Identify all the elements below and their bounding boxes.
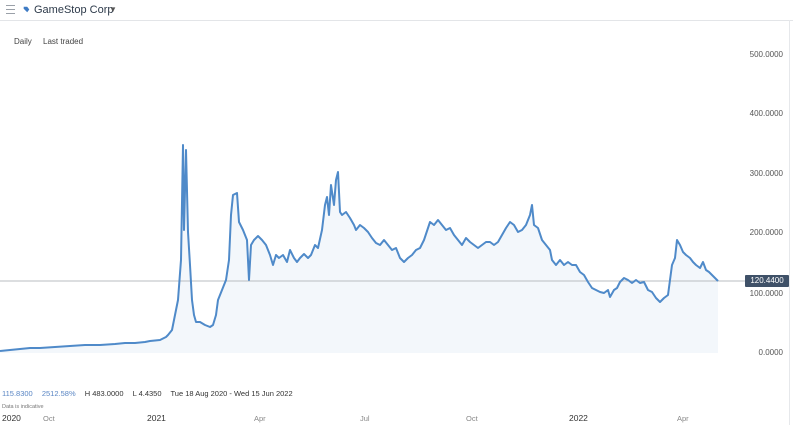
price-area-fill — [0, 145, 718, 353]
data-disclaimer: Data is indicative — [2, 404, 44, 410]
x-tick-apr-2022: Apr — [677, 414, 689, 423]
chart-controls: Daily Last traded — [14, 37, 92, 46]
x-tick-2021: 2021 — [147, 413, 166, 423]
change-percent: 2512.58% — [41, 389, 76, 398]
top-bar: GameStop Corp ▼ — [0, 0, 793, 21]
y-tick-100: 100.0000 — [749, 289, 783, 298]
caret-down-icon[interactable]: ▼ — [109, 5, 117, 14]
x-tick-2022: 2022 — [569, 413, 588, 423]
y-tick-500: 500.0000 — [749, 50, 783, 59]
x-tick-2020: 2020 — [2, 413, 21, 423]
price-stats: 115.8300 2512.58% H 483.0000 L 4.4350 Tu… — [2, 389, 300, 398]
high-value: H 483.0000 — [84, 389, 124, 398]
x-tick-oct-2020: Oct — [43, 414, 55, 423]
tag-icon — [23, 6, 30, 13]
low-value: L 4.4350 — [132, 389, 162, 398]
x-tick-jul-2021: Jul — [360, 414, 370, 423]
y-tick-400: 400.0000 — [749, 109, 783, 118]
price-line — [0, 144, 719, 352]
hamburger-menu-icon[interactable] — [6, 5, 15, 14]
x-tick-oct-2021: Oct — [466, 414, 478, 423]
y-tick-200: 200.0000 — [749, 228, 783, 237]
interval-selector[interactable]: Daily — [14, 37, 32, 46]
last-value: 115.8300 — [2, 389, 33, 398]
x-tick-apr-2021: Apr — [254, 414, 266, 423]
last-price-badge: 120.4400 — [745, 275, 789, 287]
y-tick-0: 0.0000 — [758, 348, 783, 357]
axis-divider — [789, 20, 790, 425]
instrument-title[interactable]: GameStop Corp — [34, 4, 114, 16]
price-type-selector[interactable]: Last traded — [43, 37, 84, 46]
y-tick-300: 300.0000 — [749, 169, 783, 178]
date-range: Tue 18 Aug 2020 - Wed 15 Jun 2022 — [170, 389, 293, 398]
